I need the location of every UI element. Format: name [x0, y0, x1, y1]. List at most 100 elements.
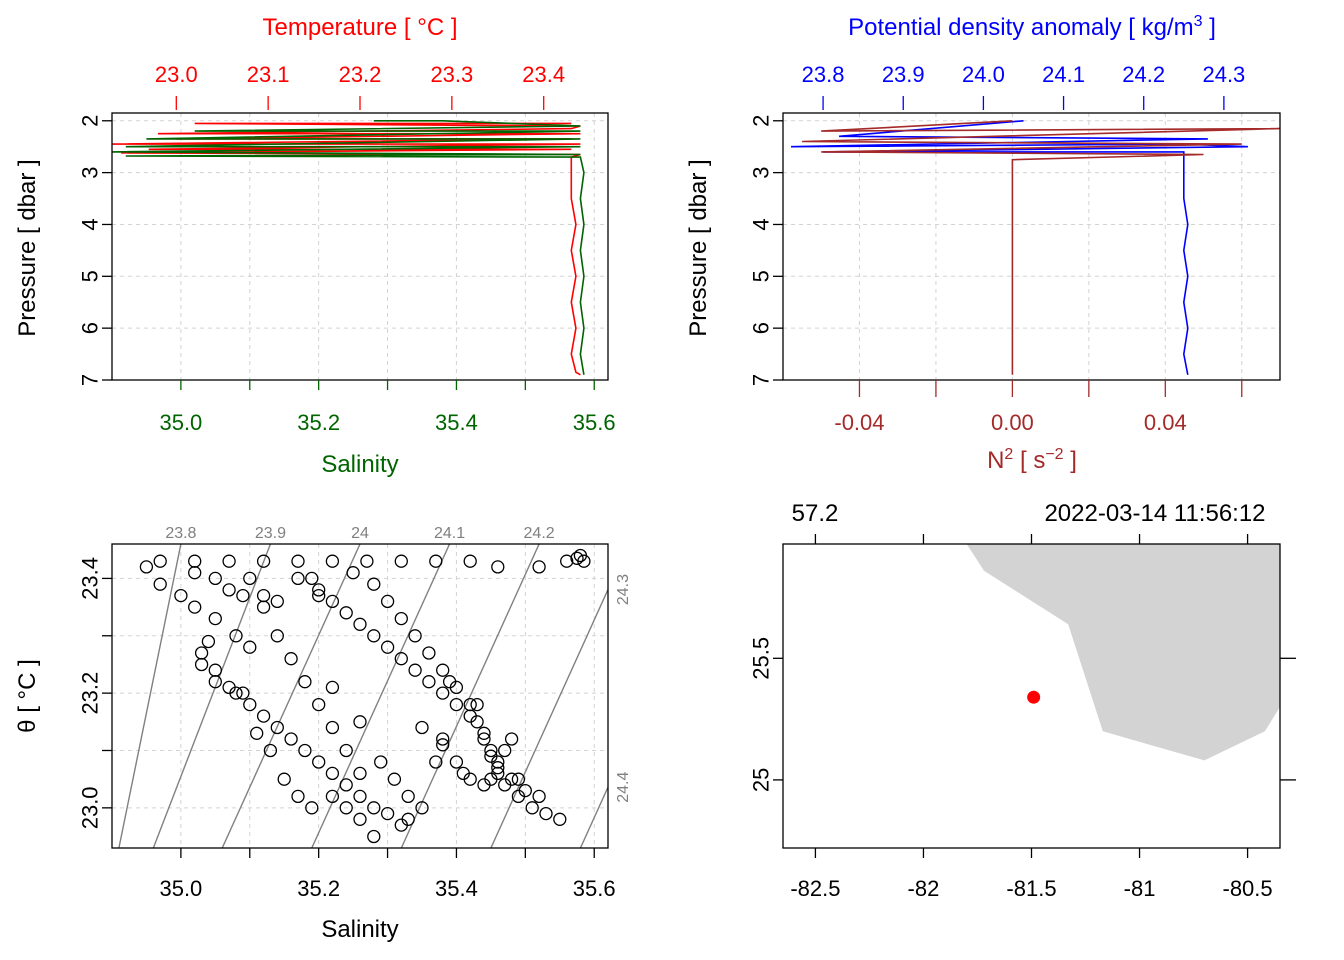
scatter-point — [291, 554, 305, 568]
scatter-point — [449, 697, 464, 712]
scatter-point — [436, 686, 450, 700]
scatter-point — [553, 812, 567, 826]
tick-label: 24.0 — [962, 62, 1005, 87]
scatter-point — [236, 588, 250, 603]
tick-label: 35.0 — [159, 410, 202, 435]
scatter-point — [498, 778, 512, 792]
isopycnal-label: 24.4 — [615, 772, 632, 803]
scatter-point — [208, 663, 222, 677]
tick-label: 3 — [78, 166, 103, 178]
tick-label: 6 — [78, 322, 103, 334]
tick-label: 23.0 — [155, 62, 198, 87]
isopycnal-line — [579, 785, 608, 848]
scatter-point — [442, 675, 457, 689]
isopycnal-line — [152, 544, 272, 848]
scatter-point — [463, 697, 477, 712]
salinity-ticks: 35.0 35.2 35.4 35.6 — [159, 380, 616, 435]
density-ticks: 23.8 23.9 24.0 24.1 24.2 24.3 — [802, 62, 1245, 110]
scatter-point — [394, 611, 408, 626]
scatter-point — [277, 772, 291, 786]
scatter-point — [394, 554, 408, 568]
scatter-point — [353, 812, 367, 826]
tick-label: -80.5 — [1223, 876, 1273, 901]
scatter-point — [298, 675, 312, 689]
scatter-point — [256, 600, 271, 614]
scatter-point — [194, 646, 209, 660]
temperature-axis-title: Temperature [ °C ] — [263, 14, 458, 41]
scatter-point — [312, 755, 326, 769]
tick-label: 35.2 — [297, 410, 340, 435]
tick-label: 25.5 — [749, 637, 774, 680]
scatter-point — [387, 772, 402, 786]
latitude-ticks: 25 25.5 — [749, 637, 1296, 792]
scatter-point — [470, 697, 484, 712]
scatter-point — [270, 720, 284, 735]
scatter-point — [484, 772, 498, 786]
scatter-point — [484, 743, 498, 758]
scatter-point — [577, 554, 591, 568]
scatter-point — [339, 778, 353, 792]
longitude-ticks: -82.5 -82 -81.5 -81 -80.5 — [790, 848, 1273, 901]
scatter-point — [346, 566, 360, 580]
scatter-point — [208, 611, 222, 626]
tick-label: 23.2 — [78, 672, 103, 715]
plot-frame — [111, 112, 609, 381]
isopycnal-lines — [118, 544, 608, 848]
tick-label: 24.1 — [1042, 62, 1085, 87]
scatter-point — [353, 789, 367, 804]
tick-label: 2 — [749, 115, 774, 127]
scatter-point — [298, 743, 312, 758]
tick-label: 5 — [78, 270, 103, 282]
isopycnal-label: 24.3 — [615, 574, 632, 605]
tick-label: 23.4 — [522, 62, 565, 87]
tick-label: 35.4 — [435, 410, 478, 435]
tick-label: 5 — [749, 270, 774, 282]
tick-label: 23.9 — [882, 62, 925, 87]
top-left-label: 57.2 — [792, 500, 839, 527]
scatter-point — [429, 755, 443, 769]
scatter-point — [188, 600, 202, 614]
tick-label: 23.1 — [247, 62, 290, 87]
scatter-point — [436, 663, 450, 677]
scatter-point — [422, 646, 436, 660]
tick-label: -81 — [1124, 876, 1156, 901]
scatter-point — [312, 697, 326, 712]
map-area — [966, 544, 1280, 761]
scatter-point — [305, 571, 319, 586]
scatter-point — [560, 554, 574, 568]
scatter-point — [250, 726, 264, 740]
tick-label: 23.8 — [802, 62, 845, 87]
scatter-point — [511, 789, 526, 804]
top-ticks — [814, 534, 1249, 544]
scatter-point — [463, 772, 477, 786]
station-marker — [1027, 690, 1041, 704]
plot-area — [790, 120, 1281, 375]
n2-line — [802, 120, 1281, 375]
tick-label: 35.4 — [435, 876, 478, 901]
scatter-point — [256, 554, 271, 568]
scatter-point — [291, 571, 305, 586]
scatter-point — [201, 634, 216, 649]
isopycnal-line — [400, 544, 540, 848]
land-mass — [966, 544, 1280, 761]
scatter-point — [436, 732, 450, 746]
isopycnal-line — [311, 544, 451, 848]
tick-label: 35.0 — [159, 876, 202, 901]
salinity-line — [111, 120, 585, 375]
scatter-point — [188, 554, 202, 568]
scatter-point — [353, 715, 367, 729]
tick-label: 23.2 — [339, 62, 382, 87]
scatter-point — [491, 560, 505, 574]
scatter-point — [532, 560, 546, 574]
scatter-point — [422, 675, 436, 689]
scatter-point — [263, 743, 278, 758]
scatter-point — [270, 629, 284, 643]
scatter-point — [222, 680, 236, 695]
temperature-ticks: 23.0 23.1 23.2 23.3 23.4 — [155, 62, 565, 110]
scatter-point — [477, 726, 491, 740]
scatter-point — [256, 588, 271, 603]
scatter-point — [429, 554, 443, 568]
scatter-point — [325, 789, 340, 804]
scatter-point — [436, 738, 450, 752]
scatter-point — [236, 686, 250, 700]
